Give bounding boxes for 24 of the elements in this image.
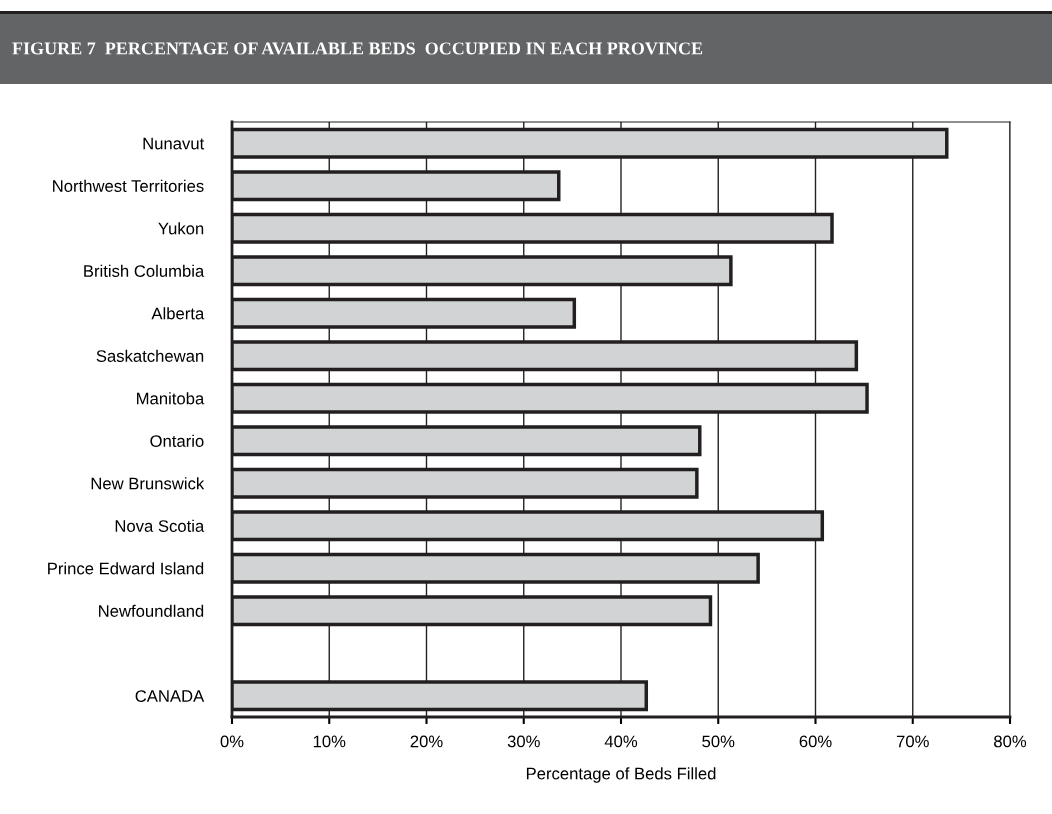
y-tick-label: Prince Edward Island	[48, 562, 204, 575]
x-tick-label: 40%	[604, 735, 638, 748]
x-tick-label: 30%	[507, 735, 540, 748]
x-tick-label: 50%	[702, 735, 735, 748]
y-tick-label: New Brunswick	[91, 477, 205, 490]
x-tick-label: 60%	[799, 735, 832, 748]
y-tick-label: CANADA	[135, 690, 205, 702]
y-tick-label: Yukon	[158, 222, 204, 235]
y-tick-label: Nova Scotia	[115, 519, 205, 532]
y-tick-label: Ontario	[150, 434, 204, 447]
x-tick-label: 0%	[220, 735, 244, 748]
chart-title: FIGURE 7 PERCENTAGE OF AVAILABLE BEDS OCCUPIED IN EACH PROVINCE	[12, 42, 703, 55]
y-tick-label: Northwest Territories	[53, 179, 204, 192]
x-tick-label: 10%	[313, 735, 346, 748]
y-tick-label: Nunavut	[143, 137, 205, 150]
y-tick-label: Manitoba	[137, 392, 205, 405]
y-tick-label: Saskatchewan	[96, 349, 204, 362]
x-tick-label: 80%	[994, 735, 1027, 748]
x-tick-label: 20%	[410, 735, 443, 748]
x-axis-title: Percentage of Beds Filled	[526, 767, 716, 783]
y-tick-label: British Columbia	[84, 264, 205, 277]
x-tick-label: 70%	[896, 735, 929, 748]
y-tick-label: Alberta	[151, 307, 205, 320]
y-tick-label: Newfoundland	[99, 604, 204, 617]
